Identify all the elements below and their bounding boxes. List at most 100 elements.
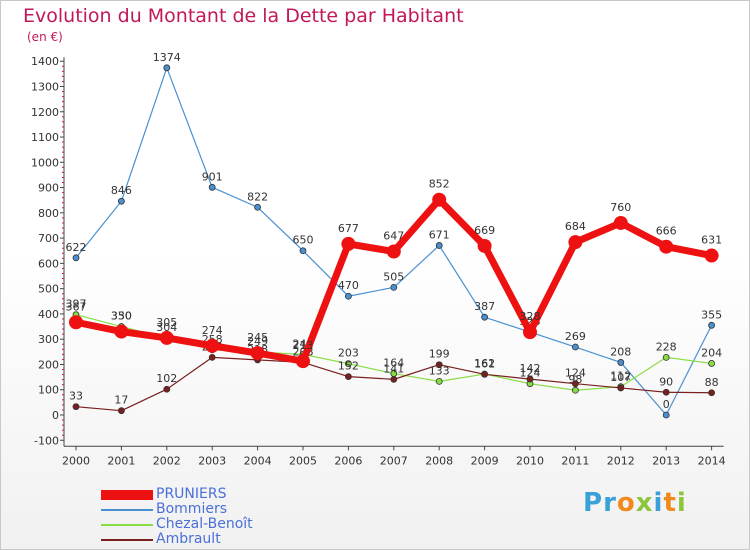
data-label: 124: [565, 367, 586, 380]
data-label: 141: [383, 362, 404, 375]
data-point: [390, 375, 398, 383]
data-label: 164: [383, 357, 404, 370]
data-point: [481, 370, 489, 378]
data-point: [386, 244, 401, 259]
data-point: [662, 388, 670, 396]
data-label: 397: [66, 298, 87, 311]
data-label: 328: [520, 310, 541, 323]
data-point: [704, 248, 719, 263]
data-point: [72, 254, 80, 262]
data-label: 666: [656, 225, 677, 238]
data-point: [708, 321, 715, 329]
x-tick-label: 2000: [62, 454, 90, 467]
data-label: 901: [202, 170, 223, 183]
data-label: 305: [156, 316, 177, 329]
data-point: [163, 64, 171, 72]
data-point: [118, 407, 125, 415]
y-tick-label: 200: [38, 358, 59, 371]
logo-letter: t: [663, 488, 677, 518]
y-tick-label: 600: [38, 257, 59, 270]
x-tick-label: 2007: [380, 454, 408, 467]
data-label: 470: [338, 279, 359, 292]
data-label: 274: [202, 324, 223, 337]
data-point: [662, 411, 670, 419]
legend-label: PRUNIERS: [156, 486, 227, 502]
legend-swatch-line: [101, 489, 153, 500]
legend-swatch: [101, 487, 153, 502]
y-tick-label: 0: [52, 409, 59, 422]
data-label: 33: [69, 390, 83, 403]
y-tick-label: 100: [38, 384, 59, 397]
y-tick-label: 1400: [31, 55, 59, 68]
data-point: [526, 375, 534, 383]
data-label: 330: [111, 310, 132, 323]
data-label: 355: [701, 308, 722, 321]
data-label: 269: [565, 330, 586, 343]
x-tick-label: 2009: [471, 454, 499, 467]
y-tick-label: 500: [38, 283, 59, 296]
data-point: [572, 380, 579, 388]
data-point: [69, 315, 83, 330]
data-point: [613, 215, 628, 230]
data-point: [662, 353, 670, 361]
data-label: 669: [474, 224, 495, 237]
y-tick-label: -100: [34, 434, 59, 447]
data-point: [208, 353, 216, 361]
legend-swatch-line: [101, 538, 153, 541]
legend-swatch-line: [101, 523, 153, 526]
y-unit-label: (en €): [27, 30, 63, 44]
x-tick-label: 2012: [607, 454, 635, 467]
data-label: 671: [429, 228, 450, 241]
data-label: 228: [656, 340, 677, 353]
data-point: [477, 238, 492, 253]
x-tick-label: 2001: [107, 454, 135, 467]
data-label: 350: [111, 310, 132, 323]
data-label: 208: [610, 345, 631, 358]
proxiti-logo: Proxiti: [583, 488, 687, 518]
data-point: [617, 384, 625, 392]
data-point: [341, 236, 356, 251]
data-point: [118, 197, 125, 205]
legend-swatch: [101, 517, 153, 532]
x-tick-label: 2002: [153, 454, 181, 467]
data-label: 677: [338, 222, 359, 235]
data-point: [708, 389, 715, 397]
data-point: [568, 235, 583, 250]
y-tick-label: 900: [38, 182, 59, 195]
legend: PRUNIERS Bommiers Chezal-Benoît Ambrault: [101, 487, 253, 547]
x-tick-label: 2011: [561, 454, 589, 467]
axes: -100010020030040050060070080090010001100…: [31, 55, 726, 467]
x-tick-label: 2013: [652, 454, 680, 467]
legend-item: Ambrault: [101, 532, 253, 547]
data-point: [208, 183, 216, 191]
y-tick-label: 1200: [31, 106, 59, 119]
data-point: [435, 242, 443, 249]
data-point: [390, 283, 398, 291]
data-label: 112: [610, 370, 631, 383]
data-point: [659, 239, 674, 254]
y-tick-label: 400: [38, 308, 59, 321]
data-label: 204: [701, 346, 722, 359]
y-tick-label: 1300: [31, 80, 59, 93]
data-label: 88: [705, 376, 719, 389]
data-label: 846: [111, 184, 132, 197]
logo-letter: i: [676, 488, 687, 518]
legend-swatch: [101, 502, 153, 517]
series-layer: 622 846 1374 901 822 650 470 505 671 387 328 269 208…: [66, 51, 722, 419]
data-point: [72, 403, 80, 411]
data-point: [250, 346, 265, 361]
legend-item: PRUNIERS: [101, 487, 253, 502]
data-label: 162: [474, 357, 495, 370]
x-tick-label: 2006: [334, 454, 362, 467]
data-point: [299, 247, 307, 255]
data-label: 505: [383, 270, 404, 283]
logo-letter: P: [583, 488, 604, 518]
data-point: [344, 373, 352, 380]
data-point: [254, 203, 262, 211]
data-label: 304: [156, 321, 177, 334]
legend-item: Chezal-Benoît: [101, 517, 253, 532]
data-point: [344, 292, 352, 300]
data-label: 17: [114, 394, 128, 407]
data-label: 1374: [153, 51, 181, 64]
